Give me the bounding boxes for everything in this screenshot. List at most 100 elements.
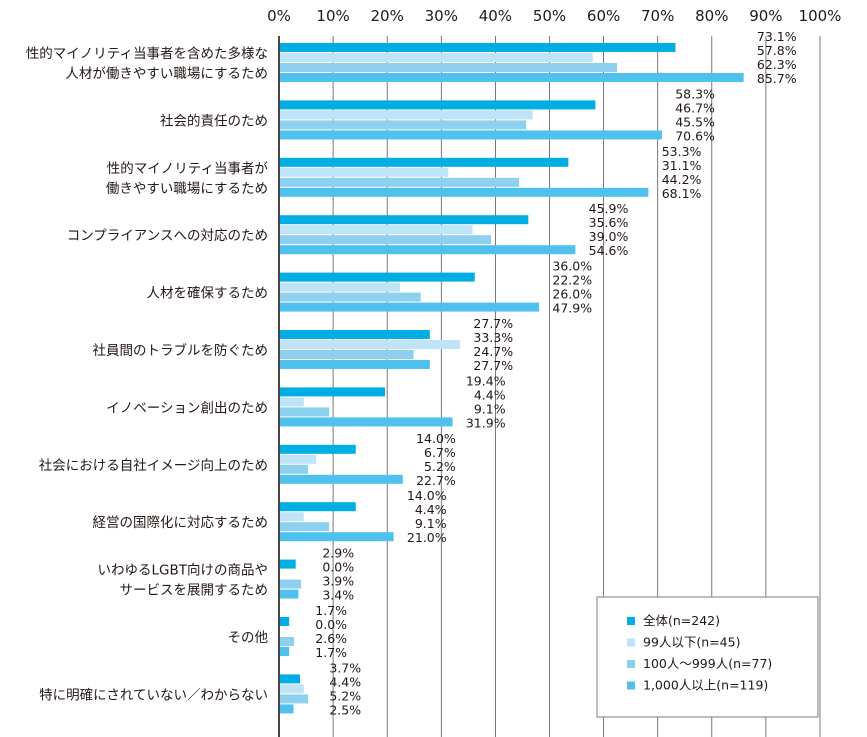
- data-label: 0.0%: [315, 617, 347, 632]
- category-label-line: 社会における自社イメージ向上のため: [39, 458, 268, 474]
- bar: [280, 417, 453, 427]
- bar: [280, 100, 596, 110]
- bar: [280, 157, 569, 167]
- data-label: 4.4%: [415, 502, 447, 517]
- value-label-group: 14.0%4.4%9.1%21.0%: [407, 488, 447, 545]
- value-label-group: 58.3%46.7%45.5%70.6%: [675, 86, 715, 143]
- value-label-group: 3.7%4.4%5.2%2.5%: [329, 660, 361, 717]
- category-label-line: 経営の国際化に対応するため: [93, 515, 269, 531]
- bar-group: [280, 502, 394, 542]
- legend-swatch: [627, 681, 635, 690]
- data-label: 3.7%: [329, 660, 361, 675]
- bar: [280, 235, 491, 245]
- value-label-group: 45.9%35.6%39.0%54.6%: [589, 201, 629, 258]
- value-label-group: 73.1%57.8%62.3%85.7%: [757, 29, 797, 86]
- bar: [280, 360, 430, 369]
- data-label: 46.7%: [675, 100, 715, 115]
- bar: [280, 110, 533, 120]
- category-label-line: 人材が働きやすい職場にするため: [65, 66, 268, 82]
- category-label: 社会的責任のため: [160, 113, 268, 129]
- x-tick-label: 20%: [371, 7, 404, 25]
- data-label: 3.4%: [322, 588, 354, 603]
- data-label: 22.7%: [416, 473, 456, 488]
- value-labels: 73.1%57.8%62.3%85.7% 58.3%46.7%45.5%70.6%…: [315, 29, 796, 717]
- bar: [280, 474, 403, 484]
- x-tick-label: 10%: [316, 7, 349, 25]
- category-label-line: 社員間のトラブルを防ぐため: [93, 342, 269, 359]
- category-label-line: サービスを展開するため: [120, 583, 269, 599]
- data-label: 70.6%: [675, 128, 715, 143]
- bar: [280, 43, 676, 52]
- data-label: 5.2%: [424, 459, 456, 474]
- data-label: 14.0%: [416, 431, 456, 446]
- category-label: コンプライアンスへの対応のため: [67, 228, 268, 244]
- category-label: 経営の国際化に対応するため: [93, 515, 269, 531]
- bar: [280, 579, 302, 589]
- x-axis-ticks: 0% 10% 20% 30% 40% 50% 60% 70% 80% 90% 100%: [267, 7, 841, 25]
- bar: [280, 397, 304, 407]
- category-label: 社会における自社イメージ向上のため: [39, 458, 268, 474]
- bar-group: [280, 272, 540, 312]
- legend-swatch: [627, 617, 635, 625]
- data-label: 4.4%: [329, 674, 361, 689]
- bar-group: [280, 444, 403, 484]
- data-label: 2.6%: [315, 631, 347, 646]
- bar: [280, 350, 414, 359]
- bar: [280, 130, 662, 140]
- data-label: 33.3%: [473, 330, 513, 345]
- bar: [280, 177, 520, 187]
- value-label-group: 1.7%0.0%2.6%1.7%: [315, 603, 347, 660]
- data-label: 24.7%: [473, 344, 513, 359]
- bar-group: [280, 157, 649, 197]
- category-label-line: 社会的責任のため: [160, 113, 268, 129]
- category-label: イノベーション創出のため: [106, 400, 268, 416]
- bar: [280, 120, 527, 130]
- data-label: 31.1%: [662, 158, 702, 173]
- data-label: 2.5%: [329, 702, 361, 717]
- x-tick-label: 50%: [533, 7, 566, 25]
- bar: [280, 589, 299, 599]
- bar: [280, 464, 309, 474]
- bar: [280, 282, 401, 292]
- data-label: 1.7%: [315, 645, 347, 660]
- data-label: 47.9%: [552, 301, 592, 316]
- bar-group: [280, 674, 309, 714]
- x-tick-label: 40%: [479, 7, 512, 25]
- bar: [280, 63, 618, 72]
- data-label: 62.3%: [757, 57, 797, 72]
- category-label-line: 人材を確保するため: [147, 286, 269, 302]
- bar: [280, 647, 290, 656]
- data-label: 4.4%: [474, 387, 506, 402]
- legend-swatch: [627, 638, 635, 647]
- data-label: 9.1%: [474, 401, 506, 416]
- legend: 全体(n=242) 99人以下(n=45) 100人～999人(n=77) 1,000…: [596, 596, 819, 718]
- bar: [280, 225, 473, 235]
- bar: [280, 522, 330, 532]
- category-label-line: コンプライアンスへの対応のため: [67, 228, 268, 244]
- value-label-group: 19.4%4.4%9.1%31.9%: [466, 373, 506, 430]
- category-label-line: いわゆるLGBT向けの商品や: [98, 563, 269, 579]
- bar: [280, 330, 430, 339]
- bar: [280, 302, 540, 312]
- bar: [280, 704, 294, 714]
- data-label: 6.7%: [424, 445, 456, 460]
- x-tick-label: 80%: [695, 7, 728, 25]
- bar: [280, 167, 449, 177]
- data-label: 31.9%: [466, 415, 506, 430]
- data-label: 22.2%: [552, 273, 592, 288]
- bar: [280, 674, 301, 684]
- data-label: 36.0%: [552, 259, 592, 274]
- category-label-line: 働きやすい職場にするため: [106, 181, 268, 197]
- value-label-group: 2.9%0.0%3.9%3.4%: [322, 546, 354, 603]
- bar: [280, 454, 317, 464]
- bars: [280, 43, 744, 714]
- bar: [280, 637, 295, 646]
- data-label: 27.7%: [473, 316, 513, 331]
- bar: [280, 502, 356, 512]
- data-label: 21.0%: [407, 530, 447, 545]
- category-label: その他: [228, 630, 269, 646]
- x-tick-label: 70%: [641, 7, 674, 25]
- bar: [280, 73, 744, 82]
- data-label: 53.3%: [662, 144, 702, 159]
